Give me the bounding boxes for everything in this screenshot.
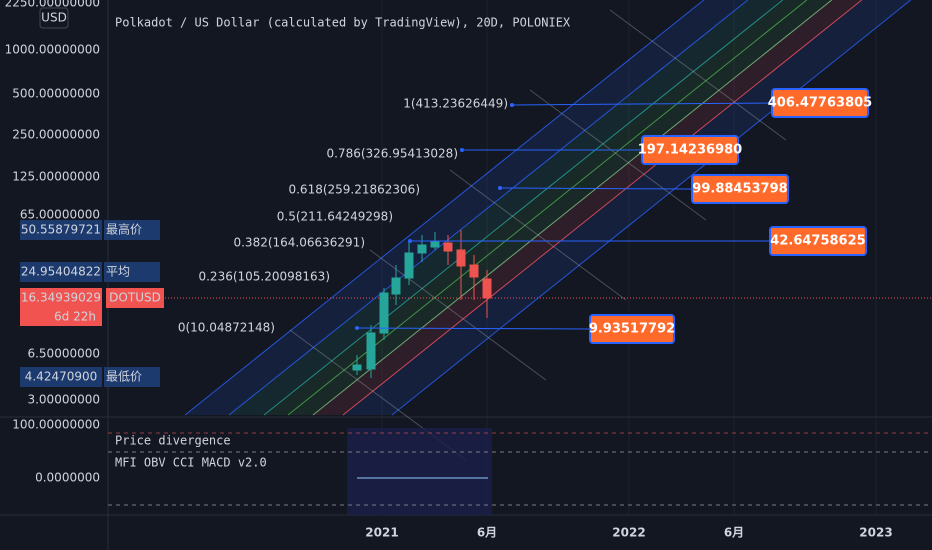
- channel-band: [185, 0, 748, 415]
- badge-box: [20, 367, 102, 387]
- countdown: 6d 22h: [54, 310, 96, 324]
- callout-text[interactable]: 406.47763805: [768, 96, 872, 111]
- time-label: 2022: [612, 526, 645, 540]
- badge-value: 50.55879721: [21, 223, 101, 237]
- price-label: 2250.00000000: [5, 0, 100, 10]
- indicator-area: [347, 428, 492, 515]
- channel-line: [312, 0, 833, 416]
- callout-text[interactable]: 9.93517792: [589, 322, 675, 337]
- callout-anchor: [355, 326, 359, 330]
- symbol-box: [106, 288, 164, 308]
- callout-box[interactable]: [769, 226, 867, 256]
- callout-anchor: [460, 148, 464, 152]
- badge-box: [104, 220, 160, 240]
- currency-box[interactable]: [39, 7, 69, 29]
- callout-box[interactable]: [641, 135, 739, 165]
- badge-box: [20, 262, 102, 282]
- channel-cross: [449, 169, 627, 301]
- channel-cross: [529, 89, 707, 221]
- price-label: 500.00000000: [12, 87, 100, 101]
- fib-label: 0.786(326.95413028): [326, 147, 458, 161]
- badge-label: 最高价: [106, 222, 142, 237]
- channel-cross: [369, 249, 547, 381]
- callout-anchor: [510, 103, 514, 107]
- channel-line: [342, 0, 863, 416]
- channel-band: [264, 0, 807, 415]
- fib-label: 0.382(164.06636291): [233, 236, 365, 250]
- indicator-axis-label: 100.00000000: [12, 418, 100, 432]
- callout-anchor: [408, 239, 412, 243]
- callout-text[interactable]: 99.88453798: [692, 182, 787, 197]
- badge-box: [20, 308, 102, 326]
- badge-label: 最低价: [106, 370, 142, 384]
- callout-text[interactable]: 197.14236980: [638, 143, 742, 158]
- time-label: 6月: [477, 526, 497, 540]
- badge-label: 平均: [106, 265, 130, 279]
- channel-line: [184, 0, 705, 416]
- channel-line: [263, 0, 784, 416]
- callout-anchor: [498, 186, 502, 190]
- callout-box[interactable]: [589, 314, 675, 344]
- fib-label: 0(10.04872148): [178, 321, 275, 335]
- price-label: 3.00000000: [27, 393, 100, 407]
- callout-line: [499, 187, 693, 190]
- badge-box: [20, 220, 102, 240]
- channel-band: [313, 0, 862, 415]
- badge-value: 16.34939029: [21, 291, 101, 305]
- fib-label: 0.236(105.20098163): [198, 270, 330, 284]
- badge-box: [20, 288, 102, 308]
- price-label: 250.00000000: [12, 128, 100, 142]
- time-label: 6月: [724, 526, 744, 540]
- indicator-name[interactable]: MFI OBV CCI MACD v2.0: [115, 456, 267, 470]
- price-label: 125.00000000: [12, 170, 100, 184]
- badge-value: 24.95404822: [21, 265, 101, 279]
- indicator-axis-label: 0.0000000: [35, 471, 100, 485]
- callout-line: [356, 327, 591, 330]
- price-label: 6.50000000: [27, 347, 100, 361]
- badge-label: DOTUSD: [109, 291, 161, 305]
- chart-title: Polkadot / US Dollar (calculated by Trad…: [115, 16, 571, 30]
- channel-line: [287, 0, 808, 416]
- channel-band: [229, 0, 783, 415]
- fib-label: 1(413.23626449): [403, 97, 508, 111]
- fib-label: 0.618(259.21862306): [288, 183, 420, 197]
- channel-line: [228, 0, 749, 416]
- price-label: 65.00000000: [20, 208, 100, 222]
- time-label: 2021: [365, 526, 398, 540]
- candles: [352, 230, 492, 378]
- callout-box[interactable]: [691, 174, 789, 204]
- channel-cross: [609, 9, 787, 141]
- currency[interactable]: USD: [41, 11, 67, 25]
- badge-box: [104, 262, 160, 282]
- callout-line: [511, 102, 773, 106]
- badge-value: 4.42470900: [25, 370, 98, 384]
- time-label: 2023: [859, 526, 892, 540]
- callout-box[interactable]: [771, 88, 869, 118]
- callout-text[interactable]: 42.64758625: [770, 234, 865, 249]
- fib-label: 0.5(211.64249298): [277, 210, 393, 224]
- price-label: 1000.00000000: [5, 43, 100, 57]
- channel-band: [343, 0, 911, 415]
- indicator-name[interactable]: Price divergence: [115, 434, 231, 448]
- badge-box: [104, 367, 160, 387]
- channel-line: [391, 0, 912, 416]
